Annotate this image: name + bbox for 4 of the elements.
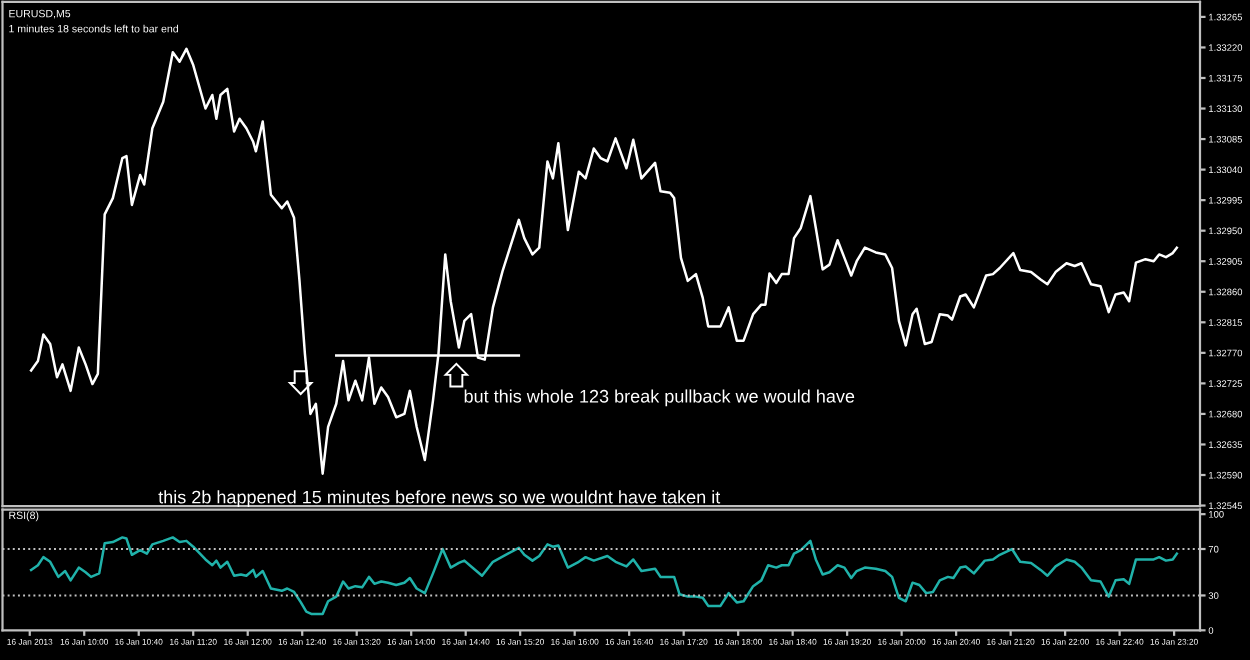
annotation: but this whole 123 break pullback we would have [464, 389, 855, 407]
line-series [29, 47, 1179, 475]
annotation: this 2b happened 15 minutes before news so we wouldnt have taken it [158, 490, 721, 508]
line-series [29, 536, 1179, 616]
